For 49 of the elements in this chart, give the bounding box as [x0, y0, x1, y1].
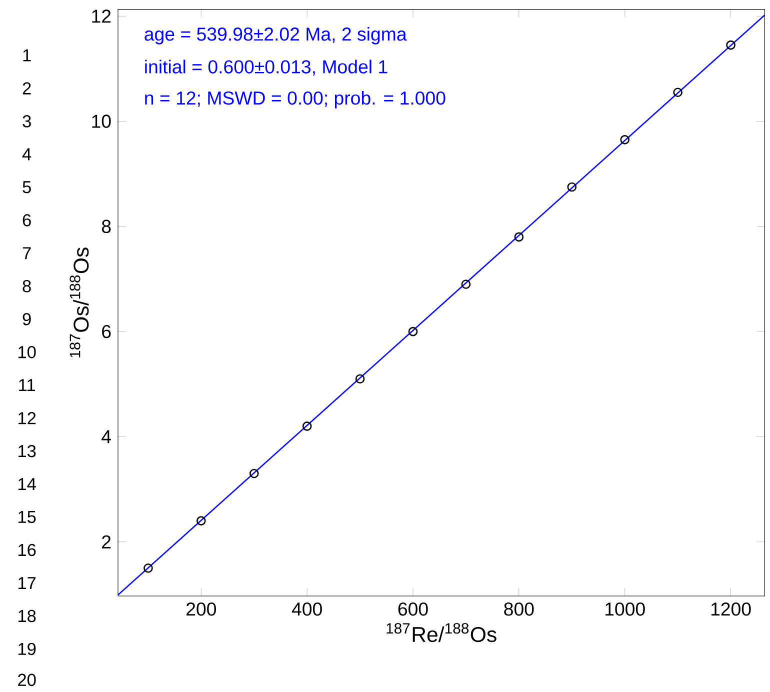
text: 9: [22, 312, 31, 326]
text: 17: [18, 576, 36, 589]
text: 10: [18, 346, 36, 358]
x-tick-label: 400: [292, 602, 322, 616]
point: [567, 182, 577, 192]
point: [673, 88, 682, 97]
point: [620, 134, 630, 144]
text: 12: [18, 412, 36, 424]
x-tick-label: 1000: [606, 602, 645, 616]
point: [726, 40, 736, 50]
text: 1: [23, 49, 31, 62]
text: 16: [18, 544, 36, 556]
text: 14: [18, 478, 36, 490]
x-tick-label: 1200: [711, 602, 751, 616]
text: 13: [18, 444, 36, 458]
text: 2: [22, 82, 31, 94]
annotation: age = 539.98±2.02 Ma, 2 sigma: [144, 26, 407, 44]
text: 20: [18, 674, 36, 686]
x-tick-label: 600: [398, 602, 428, 616]
point: [461, 279, 471, 289]
text: 8: [22, 280, 31, 292]
annotation: n = 12; MSWD = 0.00; prob. = 1.000: [145, 90, 446, 108]
text: 19: [18, 642, 36, 655]
x-tick-label: 200: [186, 602, 216, 616]
y-axis-title: $^{187}$Os/$^{188}$Os: [70, 247, 89, 358]
y-tick-label: 10: [92, 114, 111, 128]
point: [514, 232, 524, 242]
text: 3: [22, 114, 31, 128]
x-axis-title: $^{187}$Re/$^{188}$Os: [386, 622, 496, 642]
text: 18: [18, 610, 36, 622]
y-tick-label: 6: [102, 324, 111, 338]
point: [408, 326, 418, 336]
y-tick-label: 2: [102, 535, 111, 548]
y-tick-label: 8: [102, 220, 111, 233]
text: 11: [19, 378, 35, 391]
x-tick-label: 800: [504, 602, 534, 616]
point: [355, 374, 365, 384]
point: [144, 563, 153, 573]
text: 6: [22, 214, 31, 226]
annotation: initial = 0.600±0.013, Model 1: [145, 60, 388, 76]
y-tick-label: 12: [92, 9, 111, 23]
text: 5: [22, 181, 31, 194]
text: 7: [22, 247, 31, 260]
point: [196, 516, 206, 526]
text: 4: [22, 148, 32, 160]
point: [249, 468, 259, 478]
y-tick-label: 4: [102, 430, 111, 443]
point: [302, 421, 312, 431]
text: 15: [18, 510, 36, 523]
